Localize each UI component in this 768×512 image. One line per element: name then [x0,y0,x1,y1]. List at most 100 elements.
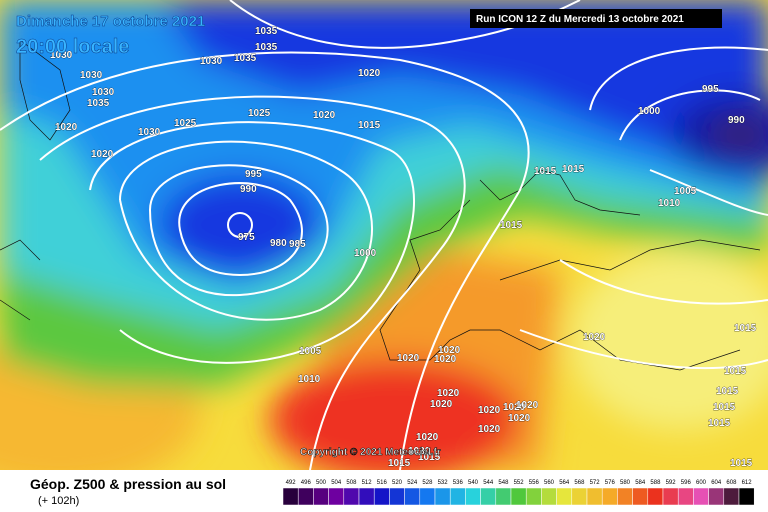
isobar-label: 1030 [200,56,223,67]
isobar-label: 1010 [298,374,321,385]
scale-swatch [434,487,451,506]
scale-swatch [601,487,618,506]
isobar-label: 1015 [562,164,585,175]
run-label: Run ICON 12 Z du Mercredi 13 octobre 202… [476,14,684,25]
scale-swatch [617,487,633,506]
scale-label: 528 [422,480,433,486]
isobar-label: 1035 [255,42,278,53]
isobar-label: 1020 [358,68,381,79]
isobar-label: 1025 [174,118,197,129]
isobar-label: 1020 [478,405,501,416]
isobars [0,0,768,470]
scale-swatch [723,487,740,506]
scale-swatch [297,487,314,506]
scale-label: 600 [696,480,707,486]
isobar-label: 1015 [418,452,441,463]
scale-swatch [525,487,542,506]
scale-swatch [541,487,557,506]
isobar-label: 1020 [508,413,531,424]
isobar-label: 1020 [437,388,460,399]
isobar-label: 1030 [80,70,103,81]
legend-lead: (+ 102h) [38,495,79,507]
isobar-label: 995 [245,169,262,180]
isobar-label: 1010 [658,198,681,209]
scale-swatch [282,487,299,506]
scale-label: 604 [711,480,722,486]
scale-swatch [738,487,755,506]
isobar-label: 1015 [500,220,523,231]
scale-label: 592 [666,480,677,486]
isobar-label: 1015 [358,120,381,131]
isobar-label: 1020 [438,345,461,356]
scale-label: 584 [635,480,646,486]
isobar-label: 975 [238,232,255,243]
scale-label: 500 [316,480,327,486]
isobar-label: 1000 [354,248,377,259]
scale-label: 564 [559,480,570,486]
isobar-label: 1015 [388,458,411,469]
scale-label: 572 [590,480,601,486]
scale-label: 556 [529,480,540,486]
scale-label: 560 [544,480,555,486]
scale-label: 588 [650,480,661,486]
scale-swatch [343,487,360,506]
isobar-label: 1020 [430,399,453,410]
scale-label: 532 [438,480,449,486]
isobar-label: 1020 [516,400,539,411]
isobar-label: 1015 [734,323,757,334]
scale-swatch [495,487,512,506]
isobar-label: 1015 [713,402,736,413]
scale-swatch [693,487,709,506]
isobar-label: 1015 [730,458,753,469]
scale-swatch [647,487,664,506]
map-time: 20:00 locale [16,36,129,58]
scale-swatch [571,487,588,506]
scale-label: 580 [620,480,631,486]
isobar-label: 995 [702,84,719,95]
scale-swatch [510,487,527,506]
isobar-label: 1035 [234,53,257,64]
scale-swatch [449,487,466,506]
isobar-label: 1020 [55,122,78,133]
scale-swatch [586,487,603,506]
isobar-label: 1005 [674,186,697,197]
scale-label: 516 [377,480,388,486]
scale-swatch [404,487,421,506]
scale-label: 596 [681,480,692,486]
scale-label: 576 [605,480,616,486]
scale-label: 496 [301,480,312,486]
isobar-label: 980 [270,238,287,249]
scale-swatch [708,487,725,506]
scale-label: 520 [392,480,403,486]
isobar-label: 1015 [724,366,747,377]
isobar-label: 1020 [503,402,526,413]
isobar-label: 1030 [138,127,161,138]
isobar-label: 990 [240,184,257,195]
isobar-label: 1030 [92,87,115,98]
isobar-label: 1020 [397,353,420,364]
scale-label: 548 [498,480,509,486]
isobar-label: 1025 [248,108,271,119]
scale-swatch [480,487,497,506]
scale-label: 524 [407,480,418,486]
scale-swatch [328,487,345,506]
scale-swatch [556,487,573,506]
scale-label: 540 [468,480,479,486]
color-scale: 492 496 500 504 508 512 516 520 524 528 532 536 540 5… [282,480,755,506]
copyright: Copyright © 2021 Meteociel.fr [300,447,441,458]
scale-label: 536 [453,480,464,486]
scale-label: 504 [331,480,342,486]
isobar-label: 1020 [416,432,439,443]
isobar-label: 1020 [313,110,336,121]
scale-label: 508 [346,480,357,486]
isobar-label: 1005 [299,346,322,357]
scale-swatch [632,487,649,506]
coastlines [0,39,761,371]
isobar-label: 1020 [434,354,457,365]
isobar-label: 1020 [91,149,114,160]
scale-label: 492 [286,480,297,486]
scale-label: 544 [483,480,494,486]
